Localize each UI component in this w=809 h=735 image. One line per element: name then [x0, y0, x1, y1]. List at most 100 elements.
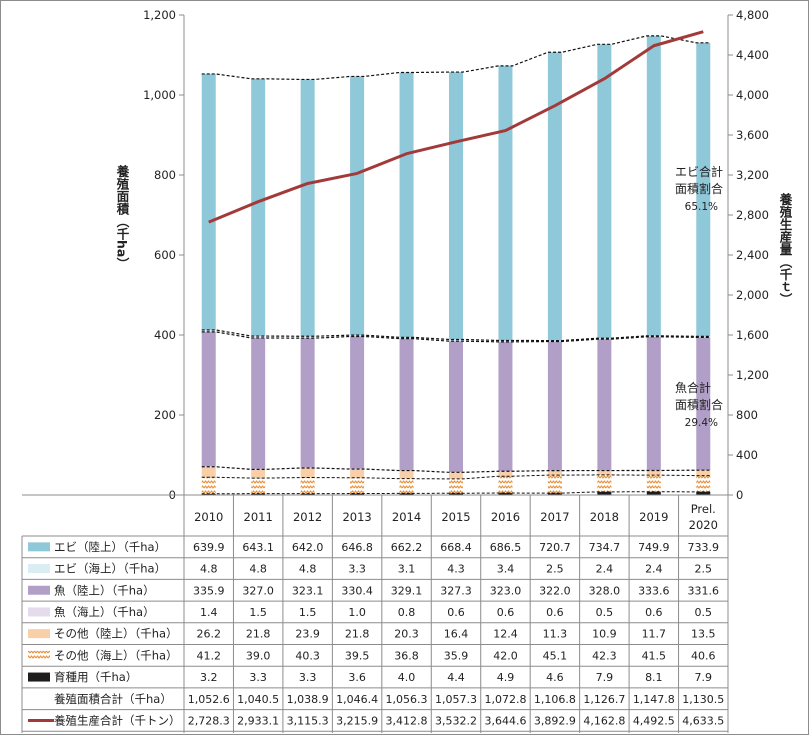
table-cell: 3,215.9: [336, 714, 378, 727]
table-cell: 4,492.5: [633, 714, 675, 727]
table-cell: 11.7: [642, 628, 667, 641]
table-cell: 4.0: [398, 671, 416, 684]
table-cell: 39.0: [246, 649, 271, 662]
stack-guide-line: [201, 474, 711, 480]
table-cell: 41.2: [196, 649, 221, 662]
right-axis-tick-label: 3,600: [736, 128, 769, 142]
annotation-text-shrimp: エビ合計: [675, 164, 723, 179]
table-cell: 4.3: [447, 563, 465, 576]
bar-segment: [597, 339, 612, 471]
bar-segment: [399, 72, 414, 338]
bar-segment: [300, 468, 315, 478]
table-cell: 4.6: [546, 671, 564, 684]
table-cell: 4.4: [447, 671, 465, 684]
bar-segment: [498, 341, 513, 472]
legend-key: [28, 542, 50, 552]
table-cell: 20.3: [394, 628, 419, 641]
table-cell: 23.9: [295, 628, 320, 641]
legend-key: [28, 672, 50, 682]
right-axis-tick-label: 2,800: [736, 208, 769, 222]
bar-segment: [547, 52, 562, 341]
bar-segment: [251, 337, 266, 469]
bar-segment: [597, 491, 612, 495]
table-cell: 1,038.9: [287, 693, 329, 706]
bar-segment: [449, 472, 463, 479]
table-cell: 8.1: [645, 671, 663, 684]
bar-segment: [251, 469, 266, 479]
left-axis-tick-label: 1,200: [143, 8, 176, 22]
left-axis-tick-label: 400: [154, 328, 176, 342]
category-label: 2012: [293, 510, 322, 524]
table-cell: 3,412.8: [386, 714, 428, 727]
bar-segment: [547, 470, 562, 476]
left-axis-title: 養殖面積（千ha）: [115, 164, 130, 270]
table-cell: 642.0: [292, 541, 324, 554]
table-cell: 3,644.6: [484, 714, 526, 727]
bar-segment: [399, 493, 414, 495]
bar-segment: [251, 78, 266, 337]
right-axis-tick-label: 1,200: [736, 368, 769, 382]
table-cell: 0.8: [398, 606, 416, 619]
legend-label: 魚（海上）（千ha）: [54, 605, 155, 619]
bar-segment: [597, 44, 612, 339]
bar-segment: [696, 337, 711, 470]
table-cell: 639.9: [193, 541, 225, 554]
table-cell: 333.6: [638, 584, 670, 597]
table-cell: 11.3: [543, 628, 568, 641]
bar-segment: [696, 475, 711, 492]
table-cell: 733.9: [688, 541, 720, 554]
table-cell: 42.3: [592, 649, 617, 662]
category-label: 2015: [441, 510, 470, 524]
table-cell: 3.4: [497, 563, 515, 576]
annotation-text-fish: 29.4%: [685, 417, 718, 429]
category-label: 2020: [689, 518, 718, 532]
table-cell: 36.8: [394, 649, 419, 662]
table-cell: 2,728.3: [188, 714, 230, 727]
table-cell: 1,126.7: [583, 693, 625, 706]
bar-segment: [646, 491, 661, 495]
right-axis-tick-label: 2,000: [736, 288, 769, 302]
bar-segment: [646, 35, 661, 336]
bar-segment: [300, 336, 315, 339]
stack-guide-line: [201, 331, 711, 343]
table-cell: 734.7: [589, 541, 621, 554]
bar-segment: [547, 341, 562, 471]
left-axis-tick-label: 800: [154, 168, 176, 182]
legend-label: エビ（陸上）（千ha）: [54, 540, 166, 554]
table-cell: 331.6: [688, 584, 720, 597]
bar-segment: [201, 331, 216, 467]
bar-segment: [350, 469, 365, 478]
right-axis-title: 養殖生産量（千ｔ）: [778, 192, 793, 306]
bar-segment: [251, 478, 266, 494]
legend-label: エビ（海上）（千ha）: [54, 562, 166, 576]
right-axis-tick-label: 3,200: [736, 168, 769, 182]
table-cell: 3.3: [348, 563, 366, 576]
bar-segment: [300, 79, 315, 337]
table-cell: 2.5: [546, 563, 564, 576]
legend-key: [28, 585, 50, 595]
legend-key: [28, 629, 50, 639]
table-cell: 45.1: [543, 649, 568, 662]
table-cell: 41.5: [642, 649, 667, 662]
stack-guide-line: [201, 466, 711, 473]
stack-guide-line: [201, 35, 711, 81]
table-cell: 39.5: [345, 649, 370, 662]
legend-key: [28, 607, 50, 617]
bar-segment: [547, 340, 562, 342]
bar-segment: [498, 476, 513, 494]
table-cell: 2.4: [645, 563, 663, 576]
table-cell: 3.2: [200, 671, 218, 684]
bar-segment: [597, 470, 612, 475]
table-cell: 2.5: [695, 563, 713, 576]
table-cell: 40.3: [295, 649, 320, 662]
stack-guide-line: [201, 329, 711, 342]
legend-label: 養殖生産合計（千トン）: [54, 713, 181, 727]
table-cell: 4,633.5: [682, 714, 724, 727]
legend-key: [28, 650, 50, 660]
legend-label: その他（海上）（千ha）: [54, 648, 178, 662]
bar-segment: [449, 493, 463, 495]
legend-label: 魚（陸上）（千ha）: [54, 583, 155, 597]
table-cell: 26.2: [196, 628, 221, 641]
annotation-text-shrimp: 面積割合: [675, 181, 723, 196]
